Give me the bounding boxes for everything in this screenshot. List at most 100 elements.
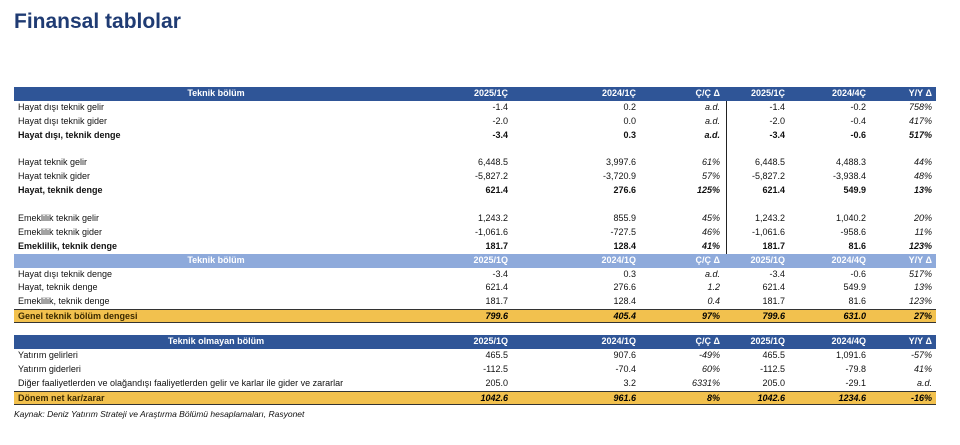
header-col-qoq: Ç/Ç Δ (695, 254, 720, 265)
cell: -29.1 (845, 377, 866, 388)
cell: -1,061.6 (474, 226, 508, 237)
cell: a.d. (704, 101, 720, 112)
cell: 125% (696, 185, 720, 196)
cell: -1.4 (769, 101, 785, 112)
cell: 81.6 (848, 296, 866, 307)
row-label: Hayat, teknik denge (18, 282, 98, 293)
header-col-2024-1q: 2024/1Ç (601, 88, 636, 98)
cell: 123% (908, 240, 932, 251)
spacer-row (14, 143, 936, 157)
cell: 631.0 (843, 311, 866, 322)
table-row-total-technical: Genel teknik bölüm dengesi 799.6 405.4 9… (14, 309, 936, 324)
cell: -79.8 (845, 363, 866, 374)
header-col-2024-4q: 2024/4Q (831, 254, 866, 265)
header-col-2025-1q-b: 2025/1Q (750, 254, 785, 265)
spacer-row (14, 323, 936, 335)
cell: 41% (913, 363, 932, 374)
cell: 6331% (691, 377, 720, 388)
cell: -0.4 (850, 115, 866, 126)
cell: -57% (910, 350, 932, 361)
cell: -2.0 (769, 115, 785, 126)
cell: 549.9 (843, 282, 866, 293)
cell: -49% (698, 350, 720, 361)
cell: -3.4 (492, 268, 508, 279)
table-row: Hayat dışı teknik gider -2.0 0.0 a.d. -2… (14, 115, 936, 129)
spacer-row (14, 198, 936, 212)
cell: -3,938.4 (832, 171, 866, 182)
header-col-yoy: Y/Y Δ (908, 254, 932, 265)
cell: 123% (908, 296, 932, 307)
cell: 27% (913, 311, 932, 322)
cell: 13% (913, 185, 932, 196)
cell: 405.4 (613, 311, 636, 322)
cell: 6,448.5 (477, 157, 508, 168)
header-label: Teknik olmayan bölüm (167, 336, 265, 347)
table-row-subtotal: Hayat, teknik denge 621.4 276.6 125% 621… (14, 184, 936, 198)
table-row: Hayat dışı teknik gelir -1.4 0.2 a.d. -1… (14, 101, 936, 115)
cell: 758% (908, 101, 932, 112)
cell: 1.2 (707, 282, 720, 293)
cell: a.d. (916, 377, 932, 388)
header-col-yoy: Y/Y Δ (908, 88, 932, 98)
cell: -16% (910, 392, 932, 403)
header-col-2024-4q: 2024/4Ç (831, 88, 866, 98)
row-label: Hayat teknik gelir (18, 157, 88, 168)
cell: 4,488.3 (835, 157, 866, 168)
header-col-2025-1q: 2025/1Q (473, 254, 508, 265)
table-row: Yatırım giderleri -112.5 -70.4 60% -112.… (14, 363, 936, 377)
table-row-subtotal: Emeklilik, teknik denge 181.7 128.4 41% … (14, 240, 936, 254)
table-row: Hayat teknik gelir 6,448.5 3,997.6 61% 6… (14, 156, 936, 170)
cell: 181.7 (485, 240, 508, 251)
row-label: Hayat dışı teknik denge (18, 268, 113, 279)
header-label: Teknik bölüm (187, 254, 245, 265)
table-header-technical: Teknik bölüm 2025/1Ç 2024/1Ç Ç/Ç Δ 2025/… (14, 87, 936, 101)
cell: -112.5 (760, 363, 785, 374)
column-divider (726, 101, 727, 254)
row-label: Emeklilik, teknik denge (18, 240, 118, 251)
row-label: Hayat, teknik denge (18, 185, 103, 196)
table-row-total-net: Dönem net kar/zarar 1042.6 961.6 8% 1042… (14, 390, 936, 405)
cell: 181.7 (762, 296, 785, 307)
cell: -0.6 (850, 129, 866, 140)
cell: 181.7 (485, 296, 508, 307)
cell: 1,243.2 (754, 213, 785, 224)
row-label: Yatırım giderleri (18, 363, 81, 374)
cell: -0.2 (850, 101, 866, 112)
cell: 799.6 (762, 311, 785, 322)
financial-table: Teknik bölüm 2025/1Ç 2024/1Ç Ç/Ç Δ 2025/… (14, 87, 936, 405)
cell: 205.0 (762, 377, 785, 388)
cell: a.d. (704, 115, 720, 126)
header-col-2025-1q-b: 2025/1Q (750, 336, 785, 347)
cell: -3,720.9 (602, 171, 636, 182)
cell: 1042.6 (480, 392, 508, 403)
table-row: Yatırım gelirleri 465.5 907.6 -49% 465.5… (14, 349, 936, 363)
cell: 1,091.6 (835, 350, 866, 361)
cell: -727.5 (610, 226, 636, 237)
cell: 11% (914, 226, 932, 237)
table-row: Emeklilik teknik gelir 1,243.2 855.9 45%… (14, 212, 936, 226)
header-col-qoq: Ç/Ç Δ (695, 336, 720, 347)
cell: 3.2 (623, 377, 636, 388)
cell: 41% (701, 240, 720, 251)
cell: 0.3 (623, 129, 636, 140)
cell: 465.5 (485, 350, 508, 361)
cell: 907.6 (613, 350, 636, 361)
cell: 20% (913, 213, 932, 224)
cell: 517% (908, 129, 932, 140)
header-col-2024-1q: 2024/1Q (601, 336, 636, 347)
cell: 855.9 (613, 213, 636, 224)
cell: 961.6 (613, 392, 636, 403)
header-col-2025-1q-b: 2025/1Ç (750, 88, 785, 98)
cell: a.d. (704, 129, 720, 140)
cell: 57% (701, 171, 720, 182)
cell: 276.6 (613, 282, 636, 293)
cell: 0.0 (623, 115, 636, 126)
cell: 44% (913, 157, 932, 168)
cell: 0.3 (623, 268, 636, 279)
table-row: Emeklilik teknik gider -1,061.6 -727.5 4… (14, 226, 936, 240)
source-note: Kaynak: Deniz Yatırım Strateji ve Araştı… (14, 409, 305, 419)
cell: 13% (913, 282, 932, 293)
cell: -5,827.2 (751, 171, 785, 182)
row-label: Yatırım gelirleri (18, 350, 78, 361)
table-row: Diğer faaliyetlerden ve olağandışı faali… (14, 377, 936, 391)
